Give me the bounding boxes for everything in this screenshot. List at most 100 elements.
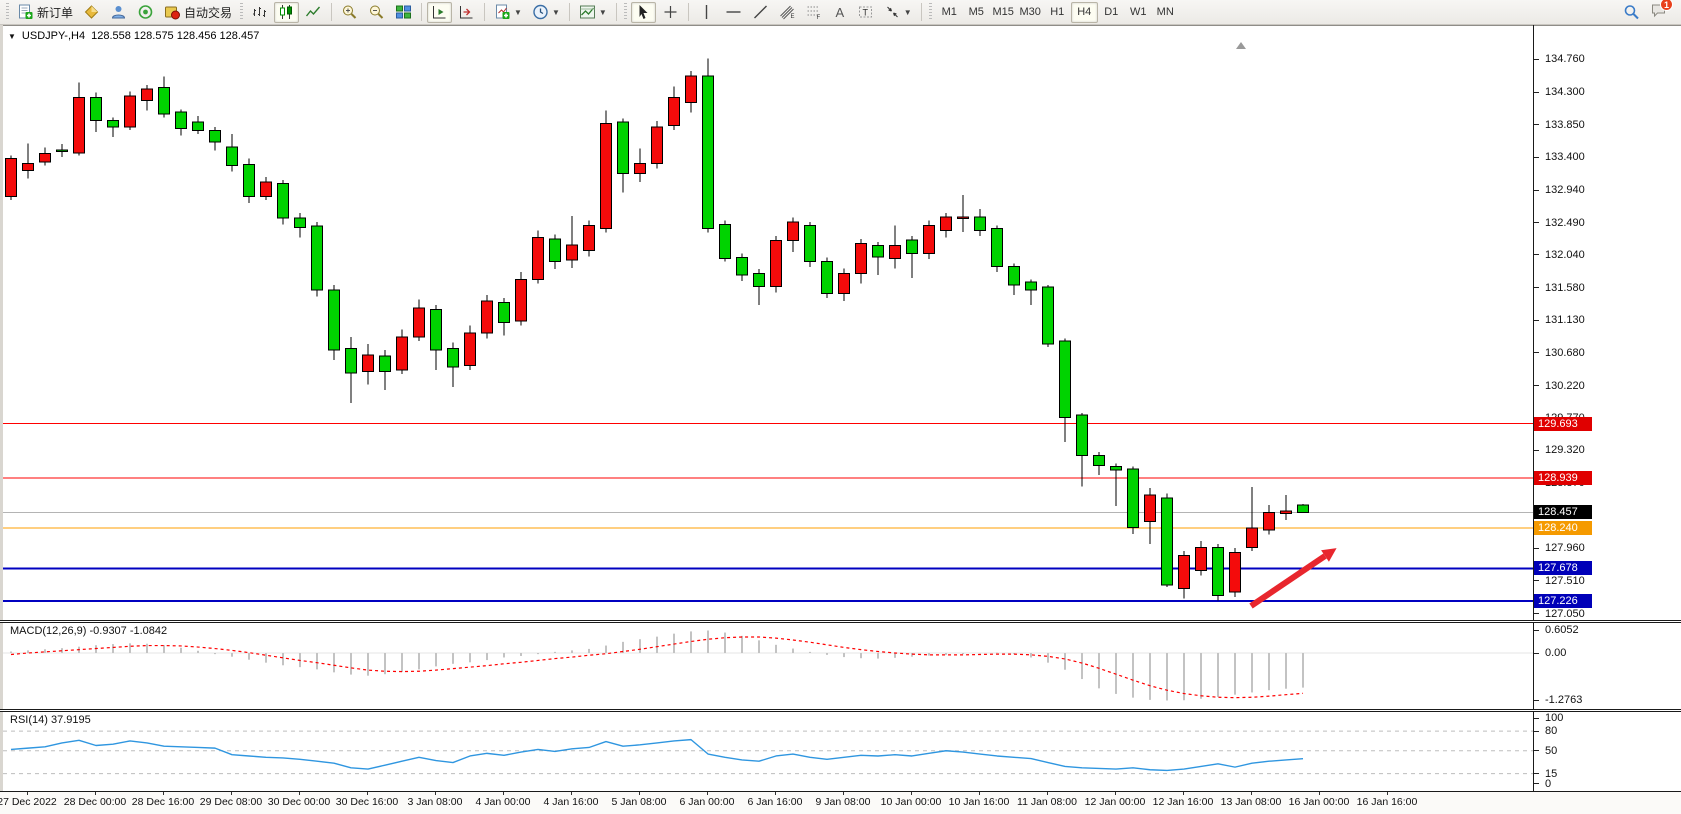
profile-icon xyxy=(112,6,126,19)
bar-chart-button[interactable] xyxy=(247,2,272,23)
time-tick-label: 30 Dec 16:00 xyxy=(335,796,399,808)
cursor-button[interactable] xyxy=(630,1,656,23)
text-icon: A xyxy=(835,4,845,20)
price-level-badge: 128.939 xyxy=(1534,470,1592,485)
templates-button[interactable]: ▼ xyxy=(575,2,611,23)
price-tick-mark xyxy=(1534,189,1539,191)
time-tick-mark xyxy=(1319,792,1320,795)
fibonacci-button[interactable]: F xyxy=(802,2,827,23)
notifications-button[interactable]: 1 xyxy=(1650,0,1673,23)
time-tick-label: 4 Jan 00:00 xyxy=(475,796,531,808)
time-tick-label: 4 Jan 16:00 xyxy=(543,796,599,808)
time-tick-label: 30 Dec 00:00 xyxy=(267,796,331,808)
timeframe-m15[interactable]: M15 xyxy=(992,6,1014,18)
chart-shift-marker xyxy=(1236,42,1246,49)
time-tick-mark xyxy=(27,792,28,795)
crosshair-button[interactable] xyxy=(658,2,683,23)
price-tick-label: 127.960 xyxy=(1545,542,1585,555)
auto-trading-button[interactable]: 自动交易 xyxy=(160,2,236,23)
new-order-button[interactable]: 新订单 xyxy=(13,2,77,23)
zoom-out-icon xyxy=(370,5,384,19)
rsi-tick-mark xyxy=(1534,773,1539,775)
macd-tick-label: -1.2763 xyxy=(1545,694,1583,707)
macd-indicator-canvas[interactable] xyxy=(3,623,1533,709)
dropdown-caret: ▼ xyxy=(551,7,560,17)
price-tick-mark xyxy=(1534,547,1539,549)
profile-button[interactable] xyxy=(106,2,131,23)
panel-separator[interactable] xyxy=(0,709,1681,712)
price-tick-mark xyxy=(1534,124,1539,126)
time-axis[interactable] xyxy=(0,792,1681,814)
data-window-button[interactable] xyxy=(79,2,104,23)
price-tick-label: 134.760 xyxy=(1545,53,1585,66)
toolbar-grip xyxy=(928,3,932,21)
zoom-in-icon xyxy=(343,5,357,19)
notification-badge: 1 xyxy=(1660,0,1673,11)
candlestick-chart-button[interactable] xyxy=(274,1,300,23)
time-tick-mark xyxy=(1183,792,1184,795)
search-icon[interactable] xyxy=(1623,4,1640,20)
zoom-in-button[interactable] xyxy=(337,2,362,23)
indicators-button[interactable]: ▼ xyxy=(490,2,526,23)
time-tick-mark xyxy=(707,792,708,795)
rsi-tick-mark xyxy=(1534,717,1539,719)
time-tick-mark xyxy=(435,792,436,795)
time-tick-mark xyxy=(367,792,368,795)
rsi-tick-label: 15 xyxy=(1545,767,1558,780)
vertical-line-button[interactable] xyxy=(694,2,719,23)
chart-menu-caret[interactable]: ▼ xyxy=(8,31,16,41)
timeframe-h4[interactable]: H4 xyxy=(1070,1,1098,23)
time-tick-mark xyxy=(1387,792,1388,795)
time-tick-label: 10 Jan 00:00 xyxy=(880,796,942,808)
text-button[interactable]: A xyxy=(829,2,851,23)
price-tick-mark xyxy=(1534,613,1539,615)
time-tick-mark xyxy=(1047,792,1048,795)
data-window-icon xyxy=(84,5,99,19)
panel-separator[interactable] xyxy=(0,620,1681,623)
auto-scroll-icon xyxy=(433,6,446,19)
text-label-button[interactable]: T xyxy=(853,2,878,23)
toolbar-grip xyxy=(240,3,244,21)
horizontal-line-button[interactable] xyxy=(721,2,746,23)
dropdown-caret: ▼ xyxy=(514,7,522,17)
price-level-badge: 128.240 xyxy=(1534,521,1592,536)
equidistant-channel-button[interactable]: E xyxy=(775,2,800,23)
trendline-button[interactable] xyxy=(748,2,773,23)
timeframe-m30[interactable]: M30 xyxy=(1019,6,1041,18)
timeframe-h1[interactable]: H1 xyxy=(1050,6,1065,18)
horizontal-line-icon xyxy=(726,11,741,13)
main-chart-canvas[interactable] xyxy=(3,40,1533,620)
price-tick-label: 133.850 xyxy=(1545,118,1585,131)
line-chart-button[interactable] xyxy=(301,2,326,23)
chart-shift-button[interactable] xyxy=(454,2,479,23)
arrows-button[interactable]: ▼ xyxy=(880,2,916,23)
price-tick-mark xyxy=(1534,287,1539,289)
svg-text:F: F xyxy=(816,15,820,20)
timeframe-group: M1 M5 M15 M30 H1 H4 D1 W1 MN xyxy=(936,1,1179,23)
time-tick-mark xyxy=(299,792,300,795)
time-tick-mark xyxy=(979,792,980,795)
price-tick-label: 127.050 xyxy=(1545,607,1585,620)
macd-tick-mark xyxy=(1534,699,1539,701)
price-tick-label: 131.580 xyxy=(1545,281,1585,294)
price-level-badge: 127.678 xyxy=(1534,561,1592,576)
rsi-tick-label: 100 xyxy=(1545,712,1564,724)
timeframe-m5[interactable]: M5 xyxy=(968,6,984,18)
tile-windows-button[interactable] xyxy=(391,2,416,23)
signal-button[interactable] xyxy=(133,2,158,23)
svg-text:T: T xyxy=(862,8,868,18)
time-tick-mark xyxy=(163,792,164,795)
timeframe-w1[interactable]: W1 xyxy=(1129,6,1147,18)
time-tick-mark xyxy=(571,792,572,795)
price-tick-label: 134.300 xyxy=(1545,86,1585,99)
time-tick-label: 29 Dec 08:00 xyxy=(199,796,263,808)
time-tick-label: 27 Dec 2022 xyxy=(0,796,57,808)
timeframe-m1[interactable]: M1 xyxy=(941,6,957,18)
timeframe-d1[interactable]: D1 xyxy=(1104,6,1119,18)
zoom-out-button[interactable] xyxy=(364,2,389,23)
rsi-indicator-canvas[interactable] xyxy=(3,712,1533,791)
timeframe-mn[interactable]: MN xyxy=(1156,6,1174,18)
periods-button[interactable]: ▼ xyxy=(528,2,564,23)
auto-scroll-button[interactable] xyxy=(427,1,453,23)
price-tick-mark xyxy=(1534,352,1539,354)
